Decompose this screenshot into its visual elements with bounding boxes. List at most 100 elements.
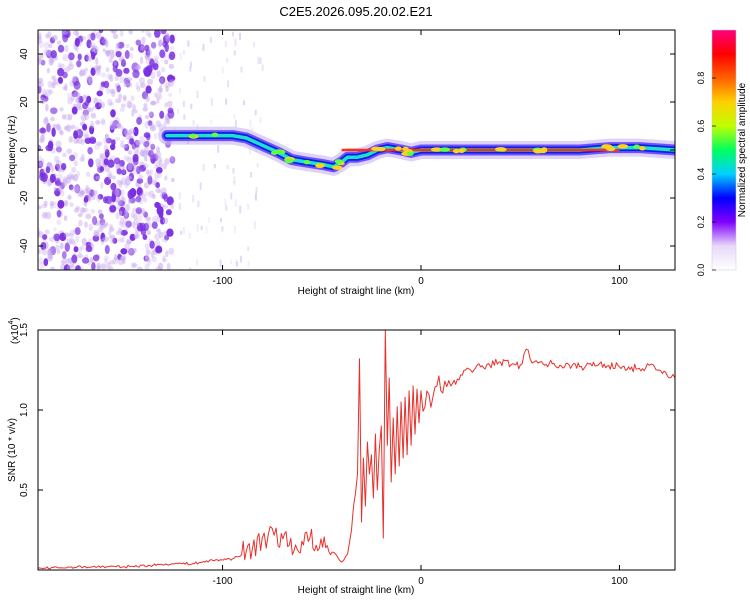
- noise-speck: [112, 33, 119, 40]
- noise-speck: [95, 69, 102, 76]
- noise-speck: [99, 166, 105, 172]
- noise-speck: [170, 46, 175, 51]
- noise-speck: [64, 83, 68, 92]
- noise-speck: [226, 164, 229, 170]
- noise-speck: [132, 221, 136, 229]
- noise-speck: [135, 139, 142, 146]
- noise-speck: [126, 156, 133, 165]
- noise-speck: [152, 153, 159, 162]
- noise-speck: [40, 172, 48, 183]
- noise-speck: [40, 135, 46, 143]
- noise-speck: [239, 205, 242, 214]
- noise-speck: [127, 189, 134, 200]
- noise-speck: [96, 90, 103, 97]
- noise-speck: [97, 193, 104, 200]
- noise-speck: [80, 139, 85, 146]
- noise-speck: [257, 56, 260, 64]
- noise-speck: [77, 219, 83, 227]
- noise-speck: [38, 81, 44, 88]
- noise-speck: [120, 248, 128, 255]
- noise-speck: [67, 194, 72, 200]
- noise-speck: [87, 56, 93, 62]
- noise-speck: [129, 46, 134, 52]
- noise-speck: [90, 112, 97, 119]
- noise-speck: [133, 231, 139, 240]
- noise-speck: [123, 155, 130, 161]
- noise-speck: [92, 215, 98, 226]
- noise-speck: [74, 184, 81, 194]
- noise-speck: [120, 254, 127, 260]
- track-blob: [190, 133, 197, 138]
- noise-speck: [144, 243, 150, 250]
- noise-speck: [166, 100, 173, 108]
- noise-speck: [104, 40, 109, 48]
- noise-speck: [169, 79, 175, 84]
- noise-speck: [157, 39, 163, 47]
- noise-speck: [81, 36, 87, 41]
- noise-speck: [54, 155, 60, 163]
- track-blob: [271, 150, 279, 155]
- noise-speck: [107, 98, 113, 106]
- noise-speck: [145, 169, 150, 175]
- noise-speck: [90, 67, 96, 76]
- noise-speck: [190, 61, 192, 68]
- noise-speck: [61, 114, 67, 120]
- noise-speck: [66, 237, 72, 245]
- noise-speck: [147, 32, 152, 38]
- noise-speck: [165, 36, 171, 42]
- noise-speck: [145, 249, 151, 256]
- spectrogram-signal-track: [158, 126, 675, 176]
- noise-speck: [192, 195, 195, 203]
- noise-speck: [164, 117, 170, 124]
- noise-speck: [169, 75, 176, 82]
- noise-speck: [79, 190, 86, 195]
- noise-speck: [253, 221, 256, 230]
- noise-speck: [155, 120, 162, 128]
- noise-speck: [49, 202, 54, 210]
- noise-speck: [160, 30, 167, 35]
- track-blob: [439, 147, 451, 152]
- track-blob: [278, 149, 286, 155]
- noise-speck: [69, 261, 74, 268]
- noise-speck: [103, 137, 109, 145]
- noise-speck: [144, 120, 149, 129]
- noise-speck: [90, 51, 96, 60]
- noise-speck: [168, 79, 175, 88]
- noise-speck: [124, 203, 131, 212]
- noise-speck: [76, 60, 82, 68]
- noise-speck: [49, 116, 56, 122]
- noise-speck: [192, 119, 195, 126]
- noise-speck: [150, 143, 156, 150]
- noise-speck: [116, 122, 121, 130]
- noise-speck: [49, 266, 56, 270]
- noise-speck: [133, 247, 137, 253]
- noise-speck: [51, 127, 56, 137]
- noise-speck: [109, 101, 114, 107]
- noise-speck: [155, 188, 161, 194]
- noise-speck: [95, 120, 101, 125]
- noise-speck: [136, 178, 144, 184]
- noise-speck: [39, 137, 44, 144]
- noise-speck: [70, 93, 76, 102]
- noise-speck: [93, 65, 99, 72]
- noise-speck: [132, 69, 140, 79]
- noise-speck: [253, 42, 255, 48]
- noise-speck: [111, 193, 117, 203]
- colorbar-label: Normalized spectral amplitude: [737, 82, 748, 217]
- noise-speck: [135, 81, 140, 90]
- noise-speck: [168, 51, 176, 61]
- noise-speck: [75, 205, 81, 210]
- track-blob: [458, 148, 466, 153]
- spectrogram-xlabel: Height of straight line (km): [298, 286, 415, 297]
- noise-speck: [179, 52, 182, 60]
- noise-speck: [99, 152, 105, 160]
- noise-speck: [110, 182, 117, 191]
- noise-speck: [166, 196, 174, 206]
- noise-speck: [84, 133, 90, 139]
- noise-speck: [92, 105, 97, 110]
- noise-speck: [93, 97, 99, 105]
- noise-speck: [68, 184, 74, 191]
- noise-speck: [63, 264, 71, 270]
- noise-speck: [153, 30, 161, 38]
- noise-speck: [144, 255, 150, 260]
